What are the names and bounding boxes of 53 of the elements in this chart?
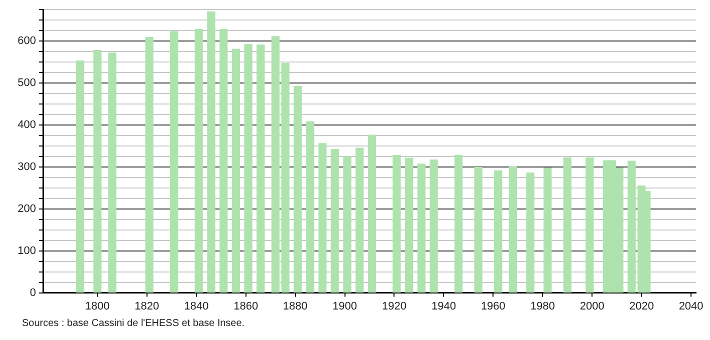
bar xyxy=(417,164,426,293)
x-tick-label: 1860 xyxy=(234,300,258,312)
bar xyxy=(207,11,216,293)
bar xyxy=(392,154,401,293)
x-tick-label: 1840 xyxy=(184,300,209,312)
bar xyxy=(232,48,240,293)
bar xyxy=(508,166,518,293)
x-tick-label: 1980 xyxy=(530,300,555,312)
bar xyxy=(330,148,339,293)
bar xyxy=(294,86,302,293)
y-tick-label: 500 xyxy=(18,77,36,90)
bar xyxy=(544,167,552,293)
x-tick-label: 1920 xyxy=(382,300,406,312)
bar xyxy=(256,44,265,293)
bar xyxy=(281,62,290,293)
bar xyxy=(404,158,414,293)
x-tick-label: 2000 xyxy=(580,300,604,312)
bar xyxy=(108,52,116,293)
bar xyxy=(343,156,352,293)
x-tick-label: 2020 xyxy=(629,300,654,312)
bar xyxy=(454,154,463,293)
x-tick-label: 1960 xyxy=(480,300,506,312)
bar xyxy=(170,31,178,293)
bar xyxy=(145,36,154,293)
bar xyxy=(368,134,376,293)
x-tick-label: 2040 xyxy=(678,300,704,312)
y-tick-label: 600 xyxy=(18,35,36,48)
bar xyxy=(563,157,572,293)
bar xyxy=(271,36,280,293)
source-note: Sources : base Cassini de l'EHESS et base Insee. xyxy=(22,318,245,329)
y-tick-label: 100 xyxy=(18,244,36,257)
bar xyxy=(430,159,438,293)
bar xyxy=(93,50,102,293)
y-tick-label: 300 xyxy=(18,160,36,173)
bar xyxy=(306,121,314,293)
bar xyxy=(194,28,203,293)
x-tick-label: 1900 xyxy=(332,300,358,312)
bar xyxy=(76,60,84,293)
bar xyxy=(586,157,594,293)
x-tick-label: 1800 xyxy=(85,300,110,312)
x-tick-label: 1880 xyxy=(283,300,308,312)
bar xyxy=(526,172,534,293)
y-tick-label: 400 xyxy=(18,119,36,132)
bar xyxy=(318,143,327,293)
x-tick-label: 1820 xyxy=(134,300,160,312)
bar xyxy=(494,170,502,293)
y-tick-label: 0 xyxy=(30,286,36,299)
y-tick-label: 200 xyxy=(18,202,36,215)
bar xyxy=(219,28,228,293)
x-tick-label: 1940 xyxy=(431,300,456,312)
bar xyxy=(356,148,364,293)
bar xyxy=(244,44,252,293)
bar xyxy=(474,167,482,293)
